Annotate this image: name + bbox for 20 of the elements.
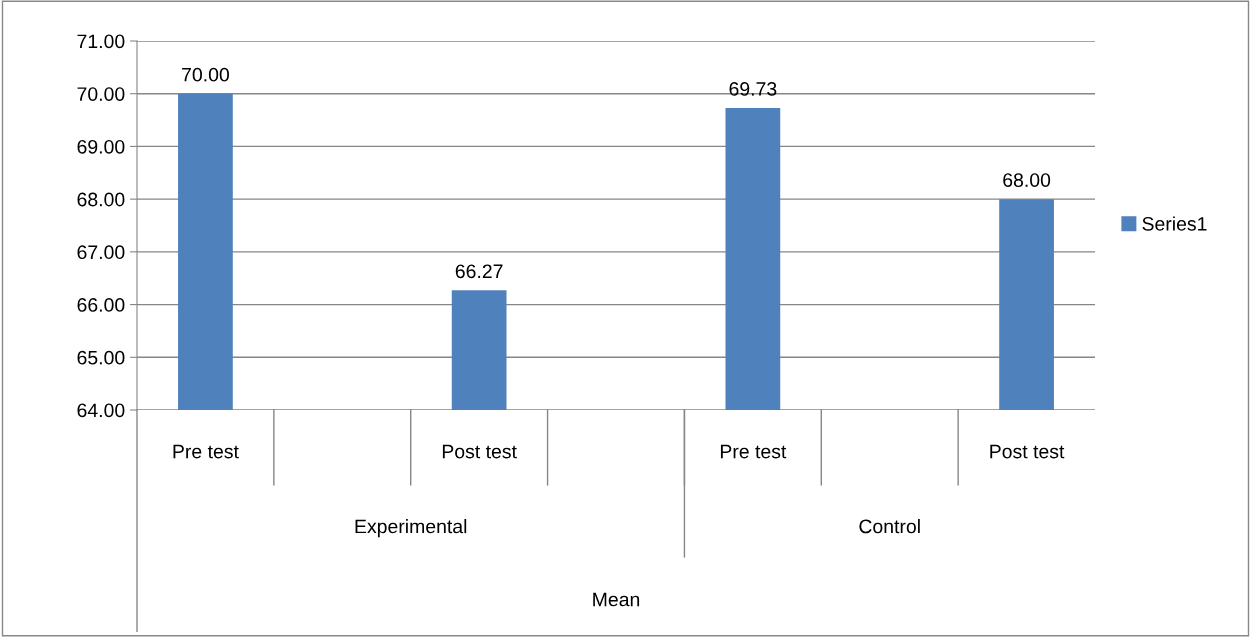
x-tick-label: Post test bbox=[990, 444, 1065, 459]
y-tick-label: 66.00 bbox=[77, 298, 125, 312]
y-tick-label: 67.00 bbox=[77, 245, 125, 260]
data-label: 70.00 bbox=[182, 67, 229, 82]
y-tick-label: 68.00 bbox=[77, 192, 125, 207]
data-label: 66.27 bbox=[455, 264, 503, 279]
x-tick-label: Pre test bbox=[173, 444, 239, 459]
data-label: 68.00 bbox=[1003, 173, 1051, 187]
y-tick-label: 69.00 bbox=[77, 139, 125, 154]
y-tick-label: 71.00 bbox=[77, 34, 125, 49]
text: Mean bbox=[593, 592, 640, 607]
x-tick-label: Pre test bbox=[720, 444, 787, 459]
x-tick-label: Post test bbox=[442, 444, 517, 459]
data-label: 69.73 bbox=[729, 82, 777, 96]
text: Control bbox=[859, 519, 920, 534]
y-tick-label: 65.00 bbox=[77, 350, 125, 365]
y-tick-label: 70.00 bbox=[77, 87, 125, 101]
legend-label: Series1 bbox=[1142, 216, 1207, 231]
text: Experimental bbox=[355, 519, 467, 538]
y-tick-label: 64.00 bbox=[77, 403, 125, 418]
